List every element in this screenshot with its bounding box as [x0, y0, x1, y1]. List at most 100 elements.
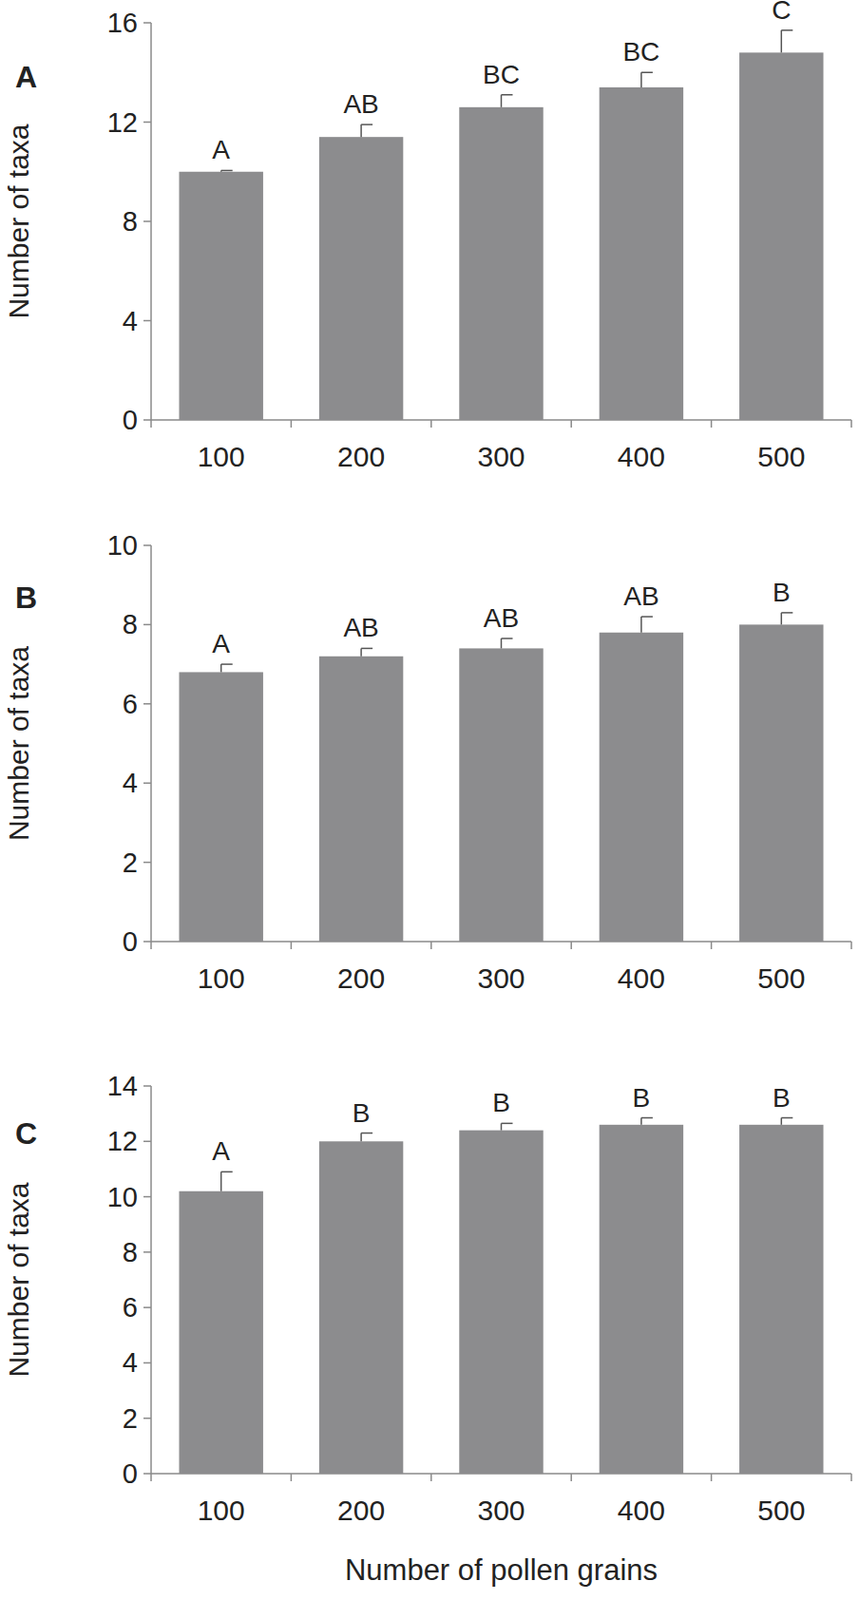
y-tick-label: 10: [107, 530, 138, 561]
y-tick: [143, 544, 152, 547]
error-bar: [641, 1118, 653, 1126]
error-cap: [781, 29, 793, 32]
error-cap: [501, 1123, 514, 1126]
x-tick: [850, 941, 853, 950]
bar: [319, 1141, 403, 1474]
x-tick-label: 300: [477, 1494, 525, 1527]
y-tick-label: 8: [122, 609, 138, 640]
y-tick: [143, 1085, 152, 1088]
error-line: [781, 30, 783, 54]
x-tick: [570, 1473, 573, 1482]
y-tick-label: 4: [122, 1347, 138, 1378]
error-cap: [781, 1117, 793, 1120]
y-tick: [143, 121, 152, 124]
x-tick-label: 100: [197, 1494, 246, 1527]
y-label: Number of taxa: [2, 123, 35, 319]
x-tick: [570, 419, 573, 428]
error-bar: [221, 170, 233, 172]
panel-label: A: [15, 59, 38, 95]
marks: [178, 612, 823, 942]
annotation: C: [771, 0, 791, 25]
error-line: [500, 1123, 503, 1130]
bar: [458, 1130, 543, 1474]
x-tick-label: 200: [337, 962, 385, 994]
annotation: A: [211, 629, 230, 659]
annotation: B: [352, 1098, 371, 1128]
bar: [599, 1125, 684, 1474]
x-tick: [290, 941, 293, 950]
panel-2: 02468101214100200300400500ABBBBCNumber o…: [2, 1070, 852, 1587]
bar: [458, 648, 543, 942]
error-cap: [501, 637, 514, 640]
bar: [178, 171, 263, 420]
marks: [178, 30, 823, 420]
annotation: AB: [483, 603, 519, 633]
x-tick-label: 500: [757, 962, 805, 994]
annotation: B: [772, 577, 791, 608]
error-cap: [641, 72, 653, 75]
y-axis: [150, 545, 153, 942]
error-line: [640, 72, 643, 88]
y-tick-label: 12: [107, 107, 138, 138]
error-bar: [221, 664, 233, 672]
x-tick-label: 200: [337, 1494, 385, 1527]
bar: [319, 136, 403, 420]
y-tick: [143, 703, 152, 706]
error-cap: [781, 611, 793, 614]
error-line: [360, 124, 363, 137]
x-tick: [710, 1473, 713, 1482]
error-bar: [361, 124, 373, 137]
figure: 0481216100200300400500AABBCBCCANumber of…: [0, 0, 859, 1600]
x-tick: [710, 941, 713, 950]
x-tick: [710, 419, 713, 428]
annotation: BC: [482, 59, 520, 90]
y-tick: [143, 624, 152, 627]
panel-label: B: [15, 580, 38, 615]
error-bar: [781, 30, 793, 54]
error-bar: [221, 1171, 233, 1191]
error-cap: [361, 1132, 373, 1135]
y-tick-label: 2: [122, 1403, 138, 1434]
error-cap: [641, 1117, 653, 1120]
y-axis: [150, 1086, 153, 1474]
x-tick: [150, 1473, 153, 1482]
annotation: A: [211, 1136, 230, 1166]
y-tick: [143, 419, 152, 421]
bar: [178, 671, 263, 942]
x-tick-label: 400: [617, 962, 666, 994]
x-tick-label: 100: [197, 440, 246, 473]
error-bar: [501, 638, 514, 649]
x-tick-label: 300: [477, 962, 525, 994]
y-label: Number of taxa: [2, 646, 35, 841]
annotation: B: [492, 1088, 511, 1118]
y-tick-label: 10: [107, 1182, 138, 1213]
bar: [739, 1125, 823, 1474]
error-cap: [221, 1171, 233, 1174]
error-bar: [781, 612, 793, 626]
x-tick: [150, 419, 153, 428]
panel-label: C: [15, 1116, 38, 1151]
x-tick: [850, 419, 853, 428]
bar: [599, 87, 684, 420]
error-line: [781, 612, 783, 626]
x-tick: [430, 1473, 433, 1482]
error-cap: [361, 648, 373, 650]
error-line: [220, 1171, 223, 1191]
error-line: [640, 1118, 643, 1126]
y-tick: [143, 1306, 152, 1309]
y-tick-label: 0: [122, 1458, 138, 1489]
y-tick: [143, 940, 152, 943]
x-tick-label: 200: [337, 440, 385, 473]
bar: [319, 656, 403, 942]
y-tick: [143, 320, 152, 323]
annotation: BC: [622, 37, 660, 67]
x-tick: [430, 941, 433, 950]
y-tick-label: 14: [107, 1070, 138, 1102]
bar: [739, 624, 823, 942]
y-tick: [143, 1417, 152, 1420]
error-line: [220, 664, 223, 672]
y-tick-label: 12: [107, 1126, 138, 1157]
y-tick: [143, 1362, 152, 1365]
y-tick: [143, 861, 152, 864]
y-tick-label: 2: [122, 847, 138, 879]
